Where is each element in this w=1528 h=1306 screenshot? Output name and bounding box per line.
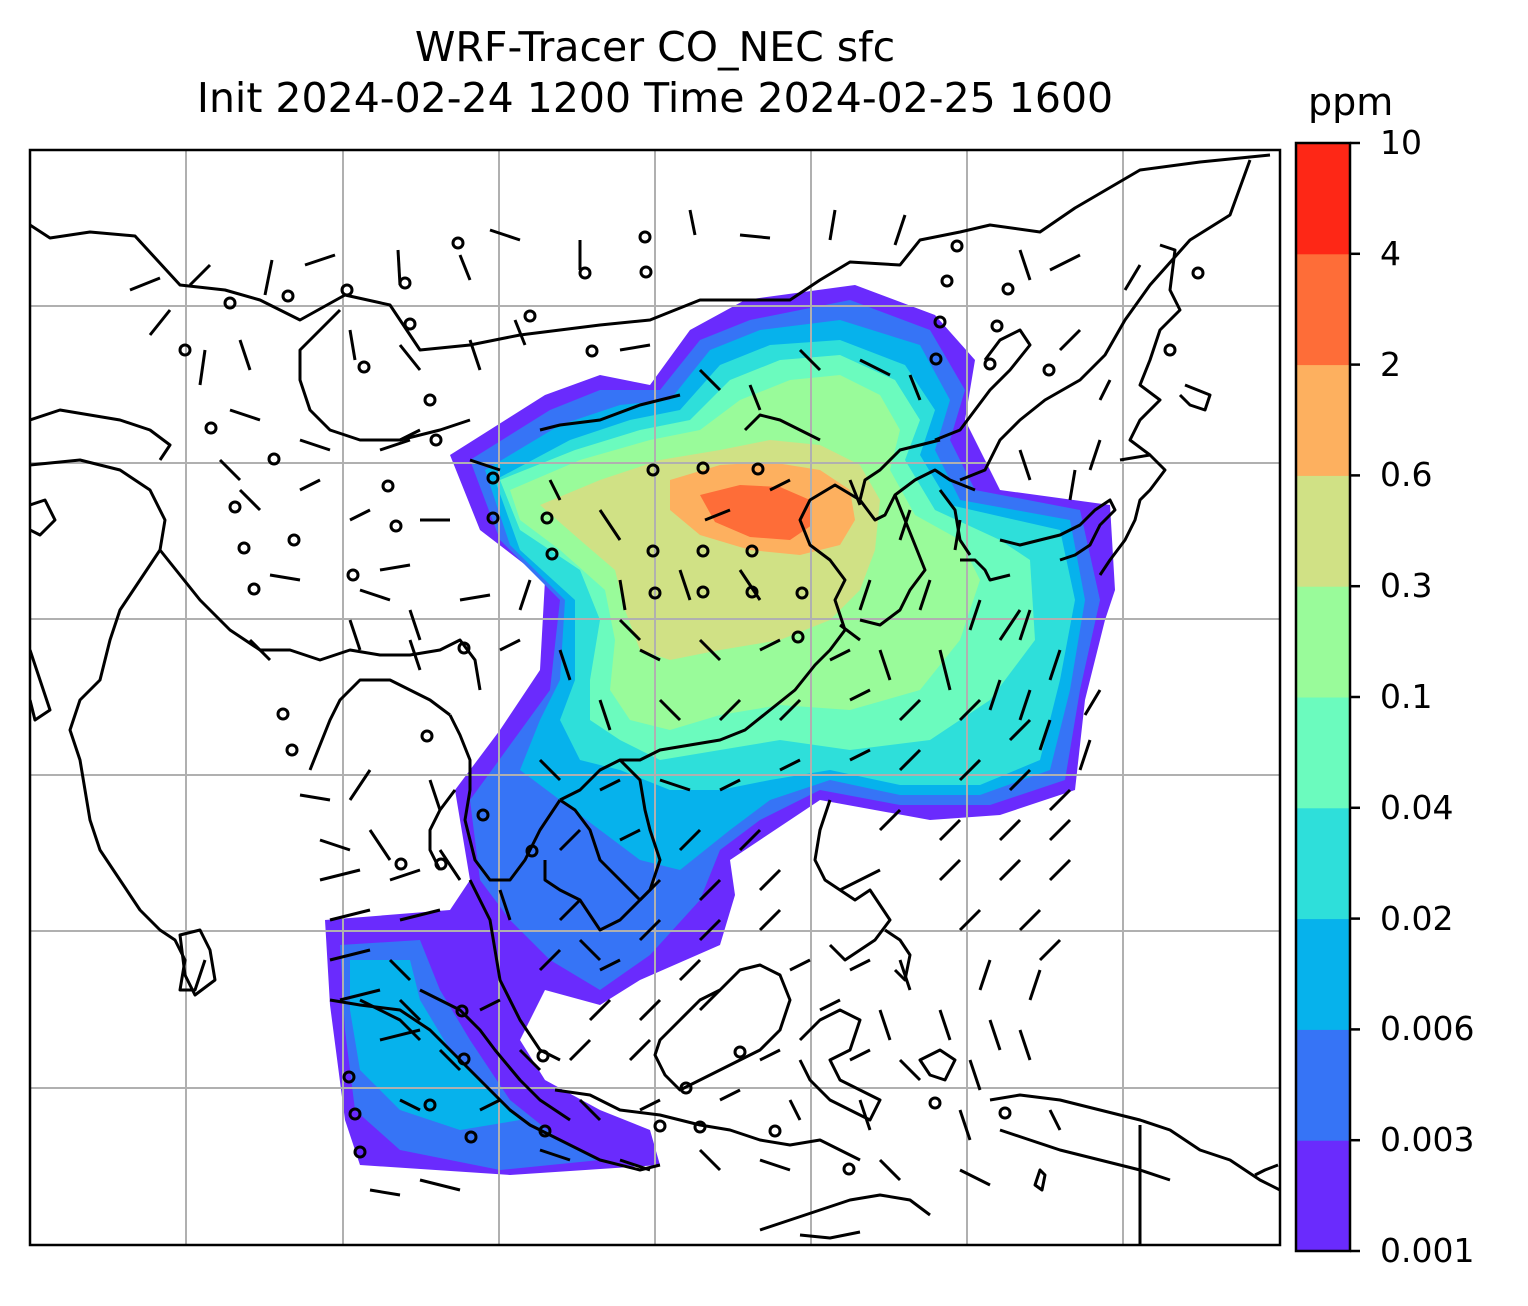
colorbar-tick-label: 0.04 [1380, 787, 1454, 827]
colorbar-segment [1296, 807, 1350, 920]
colorbar-segment [1296, 586, 1350, 698]
colorbar-tick-label: 0.001 [1380, 1231, 1475, 1270]
colorbar-tick-label: 0.003 [1380, 1120, 1475, 1160]
colorbar-tick-label: 0.02 [1380, 898, 1454, 938]
colorbar-segment [1296, 143, 1350, 255]
colorbar-tick-label: 0.006 [1380, 1009, 1475, 1049]
map-frame [28, 148, 1282, 1247]
colorbar-segment [1296, 1140, 1350, 1252]
colorbar-tick-label: 0.6 [1380, 455, 1433, 495]
colorbar-segment [1296, 918, 1350, 1030]
colorbar-segment [1296, 364, 1350, 476]
colorbar-tick-label: 2 [1380, 344, 1401, 384]
colorbar-segment [1296, 253, 1350, 366]
colorbar-unit: ppm [1308, 80, 1394, 124]
wind-barbs [129, 209, 1142, 1197]
colorbar [1294, 141, 1360, 1253]
shade-level-2 [700, 485, 812, 540]
title-line-2: Init 2024-02-24 1200 Time 2024-02-25 160… [196, 74, 1114, 122]
map-gridlines [30, 150, 1280, 1245]
colorbar-tick-label: 10 [1380, 123, 1422, 162]
colorbar-segment [1296, 475, 1350, 587]
colorbar-tick-label: 4 [1380, 233, 1401, 273]
colorbar-tick-label: 0.3 [1380, 566, 1433, 606]
title-line-1: WRF-Tracer CO_NEC sfc [414, 23, 896, 71]
colorbar-segment [1296, 697, 1350, 809]
colorbar-segment [1296, 1029, 1350, 1141]
calm-wind-markers [178, 230, 1205, 1176]
colorbar-tick-label: 0.1 [1380, 677, 1433, 716]
map-title: WRF-Tracer CO_NEC sfc Init 2024-02-24 12… [30, 22, 1280, 124]
